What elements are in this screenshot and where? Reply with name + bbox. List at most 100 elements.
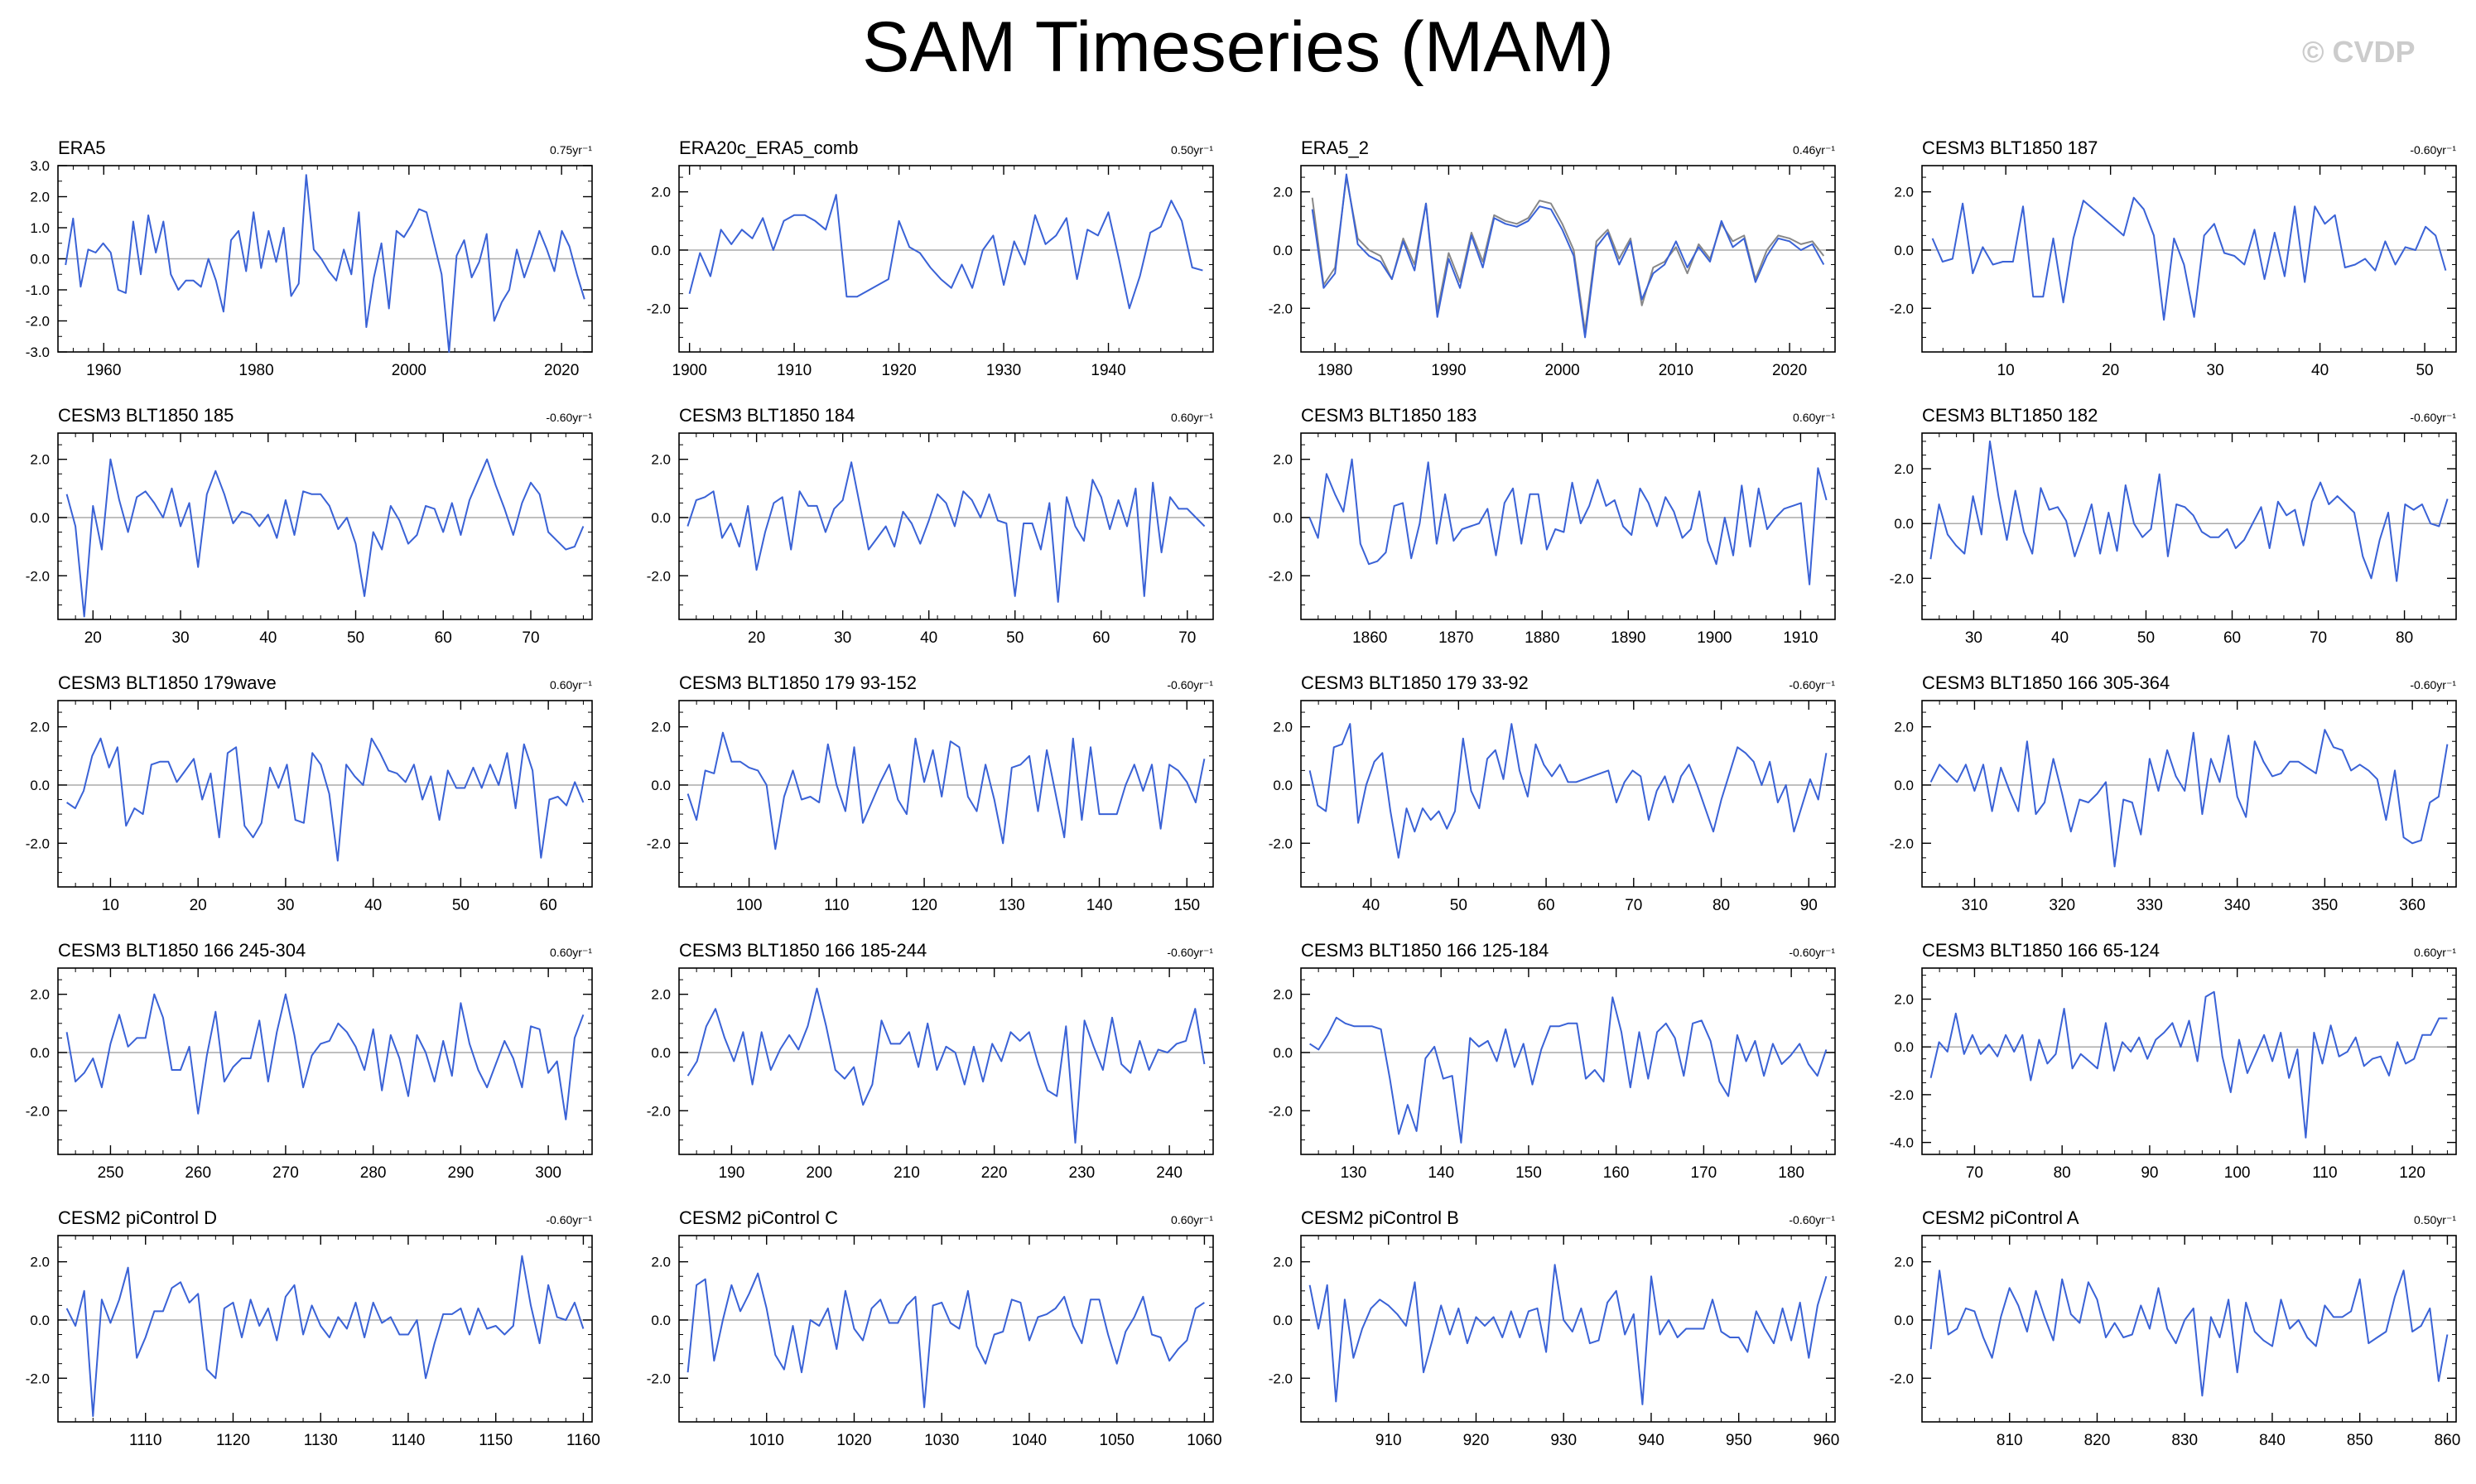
series-line-secondary	[1311, 176, 1825, 333]
panel-frame	[1921, 165, 2457, 353]
x-tick-label: 320	[2049, 897, 2075, 914]
x-tick-label: 810	[1997, 1432, 2023, 1449]
x-tick-label: 830	[2171, 1432, 2198, 1449]
panel-frame	[1921, 432, 2457, 620]
trend-label: 0.60yr⁻¹	[1793, 411, 1835, 424]
series-line	[1308, 723, 1828, 859]
x-tick-label: 1920	[881, 362, 916, 379]
x-tick-label: 190	[719, 1164, 745, 1182]
series-line	[1308, 458, 1828, 585]
trend-label: -0.60yr⁻¹	[1167, 946, 1213, 959]
x-tick-label: 270	[272, 1164, 299, 1182]
y-tick-label: 0.0	[651, 243, 671, 258]
x-tick-label: 1020	[836, 1432, 871, 1449]
trend-label: -0.60yr⁻¹	[546, 411, 592, 424]
y-tick-label: 2.0	[30, 1255, 50, 1270]
y-tick-label: 0.0	[1894, 1313, 1914, 1328]
trend-label: -0.60yr⁻¹	[546, 1213, 592, 1226]
x-tick-label: 1960	[86, 362, 121, 379]
series-line	[65, 174, 585, 353]
x-tick-label: 1940	[1091, 362, 1125, 379]
x-tick-label: 150	[1515, 1164, 1542, 1182]
x-tick-label: 1060	[1187, 1432, 1221, 1449]
y-tick-label: 2.0	[1273, 185, 1293, 200]
x-tick-label: 1860	[1352, 629, 1387, 647]
x-tick-label: 1870	[1438, 629, 1473, 647]
x-tick-label: 1980	[238, 362, 273, 379]
panel-title: CESM3 BLT1850 179 33-92	[1301, 672, 1529, 693]
x-tick-label: 50	[347, 629, 364, 647]
series-line	[688, 194, 1203, 310]
chart-panel: 100 110 120 130 140 150 -2.0 0.0 2.0 CESM3 BLT185…	[647, 672, 1214, 914]
series-line	[1308, 1264, 1828, 1405]
panel-title: CESM2 piControl A	[1922, 1207, 2079, 1228]
panel-title: ERA5_2	[1301, 137, 1369, 158]
panel-title: CESM2 piControl C	[679, 1207, 838, 1228]
trend-label: 0.60yr⁻¹	[2414, 946, 2456, 959]
series-line	[1929, 729, 2449, 868]
panel-title: CESM3 BLT1850 166 305-364	[1922, 672, 2170, 693]
x-tick-label: 110	[824, 897, 849, 914]
x-tick-label: 140	[1428, 1164, 1454, 1182]
x-tick-label: 820	[2084, 1432, 2111, 1449]
y-tick-label: 0.0	[30, 1045, 50, 1061]
x-tick-label: 70	[2310, 629, 2327, 647]
y-tick-label: -2.0	[1269, 836, 1293, 851]
x-tick-label: 280	[360, 1164, 387, 1182]
y-tick-label: -2.0	[1269, 1103, 1293, 1119]
x-tick-label: 950	[1726, 1432, 1752, 1449]
y-tick-label: -2.0	[26, 568, 50, 584]
y-tick-label: -2.0	[1890, 1087, 1914, 1103]
x-tick-label: 1120	[216, 1432, 250, 1449]
y-tick-label: -2.0	[1890, 836, 1914, 851]
y-tick-label: -1.0	[26, 282, 50, 298]
x-tick-label: 60	[1537, 897, 1554, 914]
x-tick-label: 1130	[304, 1432, 338, 1449]
x-tick-label: 50	[2416, 362, 2433, 379]
x-tick-label: 920	[1463, 1432, 1490, 1449]
x-tick-label: 160	[1603, 1164, 1630, 1182]
y-tick-label: -2.0	[647, 1371, 671, 1386]
series-line	[65, 1255, 585, 1417]
panel-frame	[1300, 700, 1836, 888]
x-tick-label: 840	[2259, 1432, 2286, 1449]
trend-label: 0.60yr⁻¹	[550, 678, 592, 691]
x-tick-label: 20	[2102, 362, 2119, 379]
chart-panel: 250 260 270 280 290 300 -2.0 0.0 2.0 CESM3 BLT185…	[26, 940, 593, 1182]
y-tick-label: -2.0	[1269, 1371, 1293, 1386]
x-tick-label: 20	[190, 897, 207, 914]
y-tick-label: 2.0	[1894, 720, 1914, 735]
x-tick-label: 40	[2311, 362, 2329, 379]
y-tick-label: -2.0	[1890, 301, 1914, 316]
x-tick-label: 1980	[1317, 362, 1352, 379]
series-line	[65, 458, 585, 618]
y-tick-label: -2.0	[647, 301, 671, 316]
x-tick-label: 100	[2224, 1164, 2251, 1182]
trend-label: -0.60yr⁻¹	[2410, 143, 2456, 157]
x-tick-label: 220	[981, 1164, 1008, 1182]
chart-panel: 130 140 150 160 170 180 -2.0 0.0 2.0 CESM3 BLT185…	[1269, 940, 1836, 1182]
chart-panel: 1980 1990 2000 2010 2020 -2.0 0.0 2.0 ERA5_2 0.46…	[1269, 137, 1836, 379]
x-tick-label: 360	[2399, 897, 2425, 914]
x-tick-label: 350	[2312, 897, 2339, 914]
chart-panel: 10 20 30 40 50 -2.0 0.0 2.0 CESM3 BLT1850 187 -0.…	[1890, 137, 2457, 379]
chart-panel: 190 200 210 220 230 240 -2.0 0.0 2.0 CESM3 BLT185…	[647, 940, 1214, 1182]
x-tick-label: 60	[540, 897, 557, 914]
y-tick-label: 0.0	[1273, 1045, 1293, 1061]
panel-frame	[1300, 165, 1836, 353]
chart-panel: 1110 1120 1130 1140 1150 1160 -2.0 0.0 2.0 CESM2 …	[26, 1207, 600, 1449]
y-tick-label: 0.0	[30, 252, 50, 267]
x-tick-label: 1910	[1783, 629, 1818, 647]
y-tick-label: -2.0	[647, 568, 671, 584]
series-line	[66, 737, 585, 862]
y-tick-label: 0.0	[651, 510, 671, 526]
y-tick-label: 2.0	[651, 185, 671, 200]
panel-title: CESM3 BLT1850 179 93-152	[679, 672, 917, 693]
y-tick-label: -2.0	[1890, 1371, 1914, 1386]
series-line	[1931, 196, 2447, 321]
panel-title: CESM3 BLT1850 182	[1922, 405, 2098, 426]
trend-label: 0.50yr⁻¹	[1171, 143, 1213, 157]
x-tick-label: 1010	[749, 1432, 784, 1449]
x-tick-label: 50	[2137, 629, 2155, 647]
